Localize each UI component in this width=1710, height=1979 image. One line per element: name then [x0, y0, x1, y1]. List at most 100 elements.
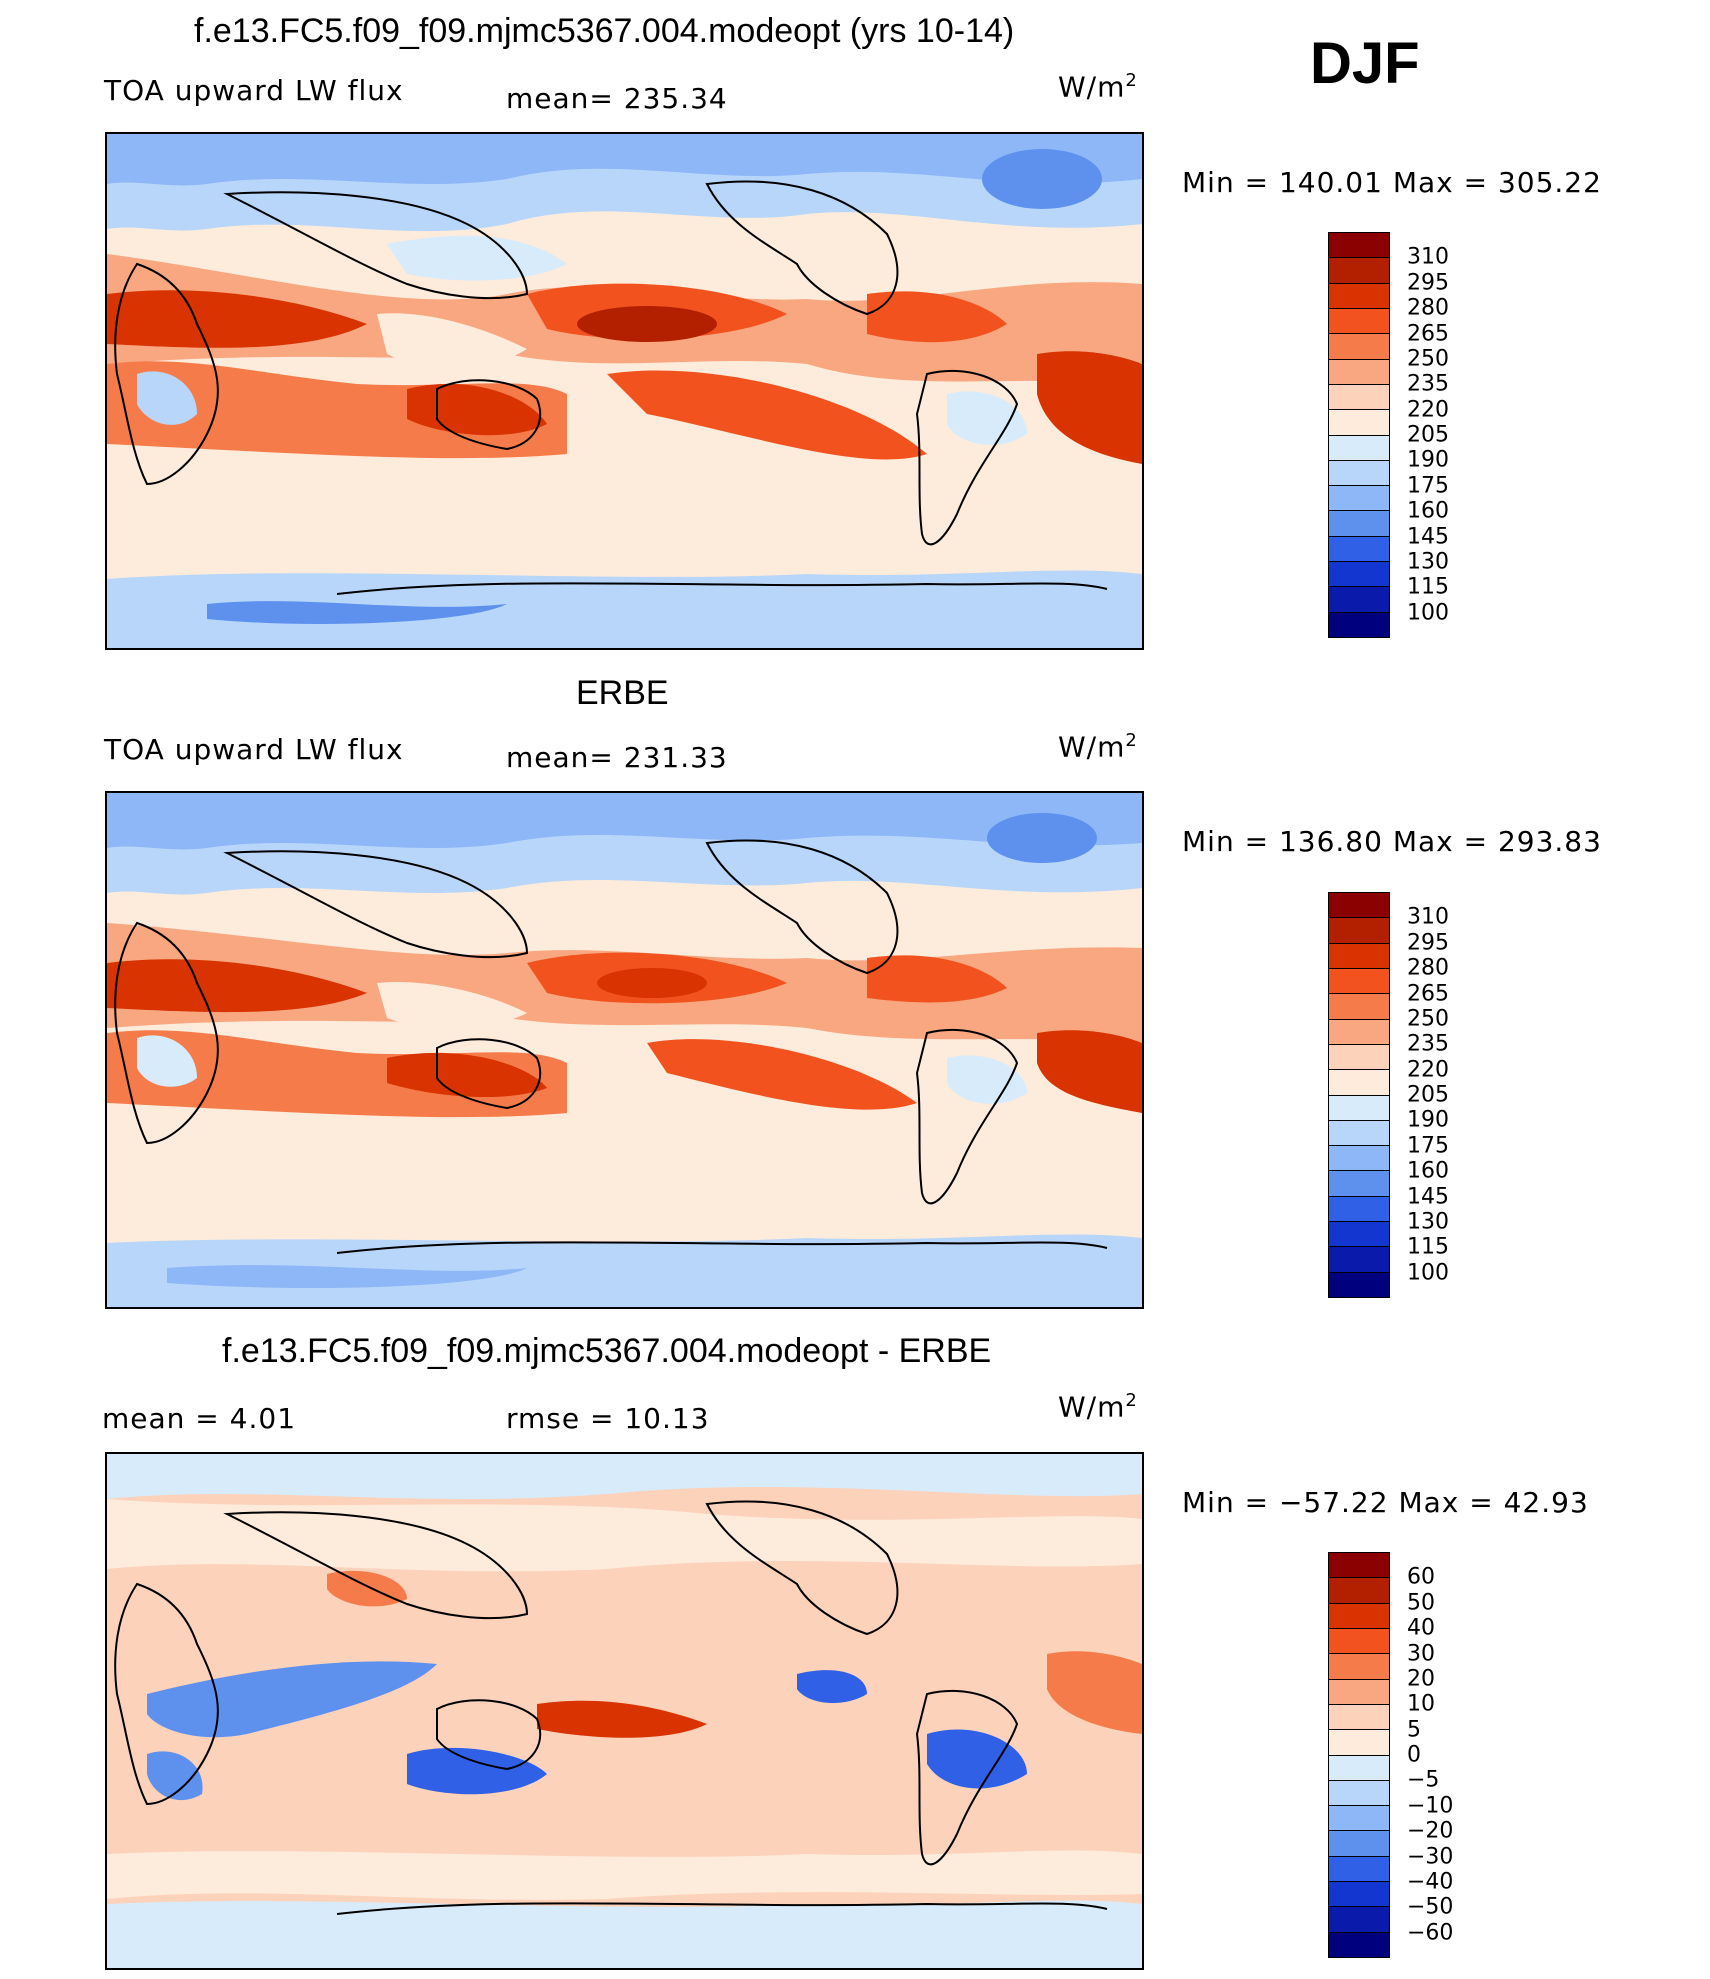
colorbar-swatch — [1329, 1628, 1389, 1655]
colorbar-label: 30 — [1407, 1641, 1435, 1666]
arctic-core — [107, 134, 1142, 186]
season-label: DJF — [1310, 31, 1420, 96]
colorbar-swatch — [1329, 511, 1389, 537]
coastlines — [114, 1500, 1108, 1915]
colorbar-swatch — [1329, 1856, 1389, 1883]
colorbar-swatch — [1329, 1755, 1389, 1781]
north-pacific-core — [577, 306, 717, 342]
antarctic-band — [107, 570, 1142, 648]
colorbar-label: 220 — [1407, 397, 1449, 423]
coastlines — [114, 839, 1108, 1254]
colorbar-swatch — [1329, 1044, 1389, 1071]
colorbar-label: 145 — [1407, 1184, 1449, 1209]
colorbar-swatch — [1329, 384, 1389, 411]
coastlines — [114, 180, 1108, 595]
australia-warm — [387, 1052, 547, 1098]
colorbar-label: 295 — [1407, 270, 1449, 296]
colorbar-label: −30 — [1407, 1844, 1454, 1869]
colorbar-label: 100 — [1407, 600, 1449, 626]
colorbar-label: 130 — [1407, 1209, 1449, 1235]
colorbar — [1328, 1552, 1390, 1958]
australia-warm — [407, 383, 547, 436]
colorbar-label: 50 — [1407, 1590, 1435, 1616]
maritime-convection — [377, 313, 527, 369]
colorbar-label: 280 — [1407, 295, 1449, 321]
colorbar-label: 10 — [1407, 1691, 1435, 1717]
madagascar-cool — [147, 1751, 203, 1801]
colorbar-swatch — [1329, 1070, 1389, 1096]
colorbar-label: 205 — [1407, 1082, 1449, 1108]
colorbar-swatch — [1329, 918, 1389, 944]
mean-label: mean= 231.33 — [506, 741, 728, 774]
colorbar-swatch — [1329, 893, 1389, 919]
colorbar-swatch — [1329, 1831, 1389, 1857]
amazon-convection — [947, 1055, 1027, 1104]
africa-convection — [137, 1035, 197, 1087]
southern-pale — [107, 1850, 1142, 1900]
colorbar-swatch — [1329, 1882, 1389, 1908]
colorbar-label: 5 — [1407, 1717, 1421, 1743]
colorbar-label: 280 — [1407, 955, 1449, 981]
colorbar-swatch — [1329, 359, 1389, 385]
colorbar-swatch — [1329, 943, 1389, 969]
colorbar — [1328, 892, 1390, 1298]
panel-title: f.e13.FC5.f09_f09.mjmc5367.004.modeopt -… — [222, 1332, 992, 1370]
mean-label: mean= 235.34 — [506, 82, 728, 115]
siberia-blue — [387, 235, 567, 281]
antarctic-core — [207, 601, 507, 624]
amazon-convection — [947, 391, 1027, 445]
colorbar-label: −5 — [1407, 1767, 1440, 1793]
colorbar-label: 235 — [1407, 371, 1449, 397]
colorbar-swatch — [1329, 1578, 1389, 1604]
variable-label: TOA upward LW flux — [104, 733, 404, 766]
greenland-low — [982, 149, 1102, 209]
colorbar-label: 190 — [1407, 1107, 1449, 1133]
colorbar-swatch — [1329, 410, 1389, 436]
colorbar-label: 265 — [1407, 321, 1449, 346]
colorbar-label: 60 — [1407, 1564, 1435, 1590]
colorbar-swatch — [1329, 1146, 1389, 1172]
mean-label: mean = 4.01 — [102, 1402, 297, 1435]
min-max-label: Min = 140.01 Max = 305.22 — [1182, 166, 1602, 199]
colorbar-swatch — [1329, 233, 1389, 259]
colorbar-swatch — [1329, 994, 1389, 1020]
colorbar-label: −20 — [1407, 1818, 1454, 1844]
erbe-map — [105, 791, 1144, 1309]
greenland-low — [987, 813, 1097, 863]
colorbar-label: −10 — [1407, 1793, 1454, 1819]
colorbar-swatch — [1329, 1780, 1389, 1807]
rmse-label: rmse = 10.13 — [506, 1402, 710, 1435]
colorbar-swatch — [1329, 1120, 1389, 1147]
southern-midlatitudes — [107, 454, 1142, 554]
min-max-label: Min = 136.80 Max = 293.83 — [1182, 825, 1602, 858]
colorbar-label: 190 — [1407, 447, 1449, 473]
colorbar-label: −60 — [1407, 1920, 1454, 1946]
model-map — [105, 132, 1144, 650]
east-pacific-warm — [607, 370, 927, 460]
colorbar-swatch — [1329, 1806, 1389, 1832]
colorbar-swatch — [1329, 1907, 1389, 1933]
colorbar-label: 250 — [1407, 346, 1449, 372]
colorbar-label: 20 — [1407, 1666, 1435, 1692]
east-pacific-warm — [647, 1039, 917, 1110]
colorbar-label: 175 — [1407, 1133, 1449, 1159]
colorbar-label: 250 — [1407, 1006, 1449, 1032]
min-max-label: Min = −57.22 Max = 42.93 — [1182, 1486, 1589, 1519]
south-atlantic-warm — [1037, 1030, 1142, 1113]
indian-ocean-cool — [147, 1661, 437, 1738]
colorbar-swatch — [1329, 283, 1389, 309]
africa-convection — [137, 371, 197, 425]
south-atlantic-warm — [1037, 351, 1142, 464]
colorbar-swatch — [1329, 1095, 1389, 1121]
colorbar-swatch — [1329, 612, 1389, 637]
colorbar-label: 115 — [1407, 574, 1449, 600]
caribbean-warm — [867, 291, 1007, 343]
antarctic-band — [107, 1234, 1142, 1307]
colorbar-swatch — [1329, 1704, 1389, 1731]
colorbar-label: 115 — [1407, 1234, 1449, 1260]
sahara-warm — [107, 290, 367, 348]
unit-label: W/m2 — [1058, 70, 1138, 104]
variable-label: TOA upward LW flux — [104, 74, 404, 107]
colorbar-label: 160 — [1407, 1158, 1449, 1184]
south-atlantic-warm — [1047, 1651, 1142, 1734]
